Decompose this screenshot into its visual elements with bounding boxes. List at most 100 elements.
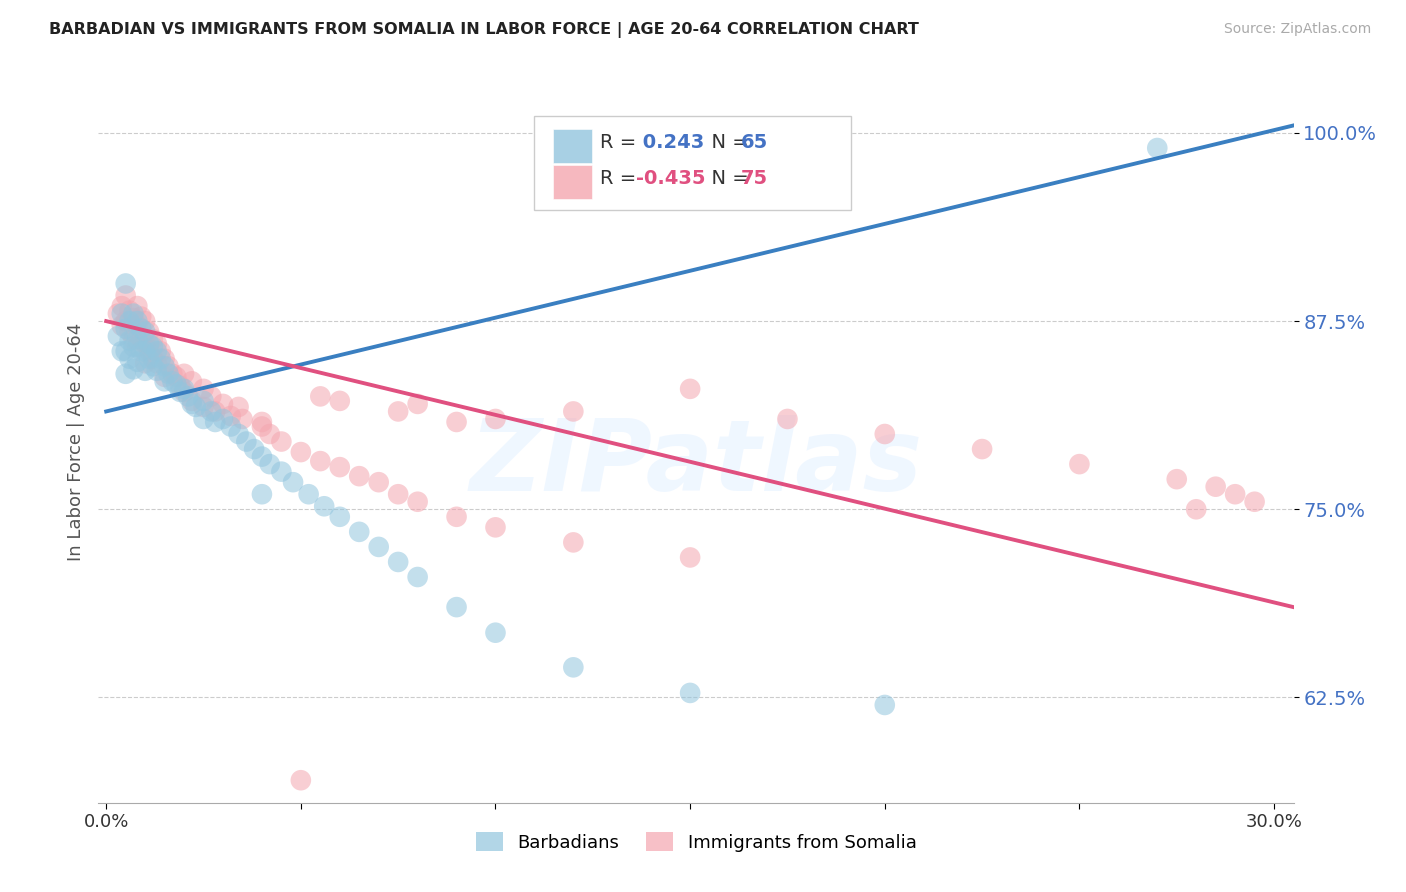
Point [129,321,152,335]
Point [180,375,202,389]
Text: R =: R = [600,133,643,153]
Point [142,359,165,374]
Point [114,344,136,359]
Point [153,375,176,389]
Point [134,336,156,351]
Point [180,397,202,411]
Point [228,427,250,442]
Point [129,332,152,346]
Point [193,393,215,408]
Point [122,332,145,346]
Point [219,409,242,423]
Legend: Barbadians, Immigrants from Somalia: Barbadians, Immigrants from Somalia [468,825,924,859]
Point [1243,494,1265,508]
Point [873,698,896,712]
Point [129,344,152,359]
Point [127,332,149,346]
Point [127,318,149,333]
Point [270,434,292,449]
Point [134,364,156,378]
Point [177,389,200,403]
Point [329,509,352,524]
Point [200,389,222,403]
Point [314,500,336,514]
Point [329,460,352,475]
Point [127,314,149,328]
Point [367,475,389,490]
Point [562,404,585,418]
Point [114,314,136,328]
Point [122,340,145,354]
Point [107,307,129,321]
Point [250,415,273,429]
Text: 0.243: 0.243 [636,133,704,153]
Point [406,570,429,584]
Point [349,524,371,539]
Point [134,356,156,370]
Point [1205,480,1227,494]
Point [114,321,136,335]
Point [162,375,184,389]
Point [204,415,226,429]
Text: -0.435: -0.435 [636,169,704,188]
Point [204,404,226,418]
Point [446,509,468,524]
Point [290,445,312,459]
Point [250,487,273,501]
Point [679,550,702,565]
Point [259,457,281,471]
Point [153,369,176,384]
Text: 65: 65 [741,133,768,153]
Point [679,686,702,700]
Point [873,427,896,442]
Point [138,351,160,366]
Point [107,329,129,343]
Point [134,314,156,328]
Point [193,382,215,396]
Point [111,299,134,313]
Point [118,334,141,348]
Point [169,379,191,393]
Point [259,427,281,442]
Point [118,303,141,318]
Point [118,351,141,366]
Point [290,773,312,788]
Point [180,393,202,408]
Point [114,367,136,381]
Point [200,404,222,418]
Point [138,336,160,351]
Point [349,469,371,483]
Point [776,412,799,426]
Point [329,393,352,408]
Point [1223,487,1246,501]
Point [114,288,136,302]
Text: ZIPatlas: ZIPatlas [470,415,922,512]
Point [193,400,215,414]
Point [972,442,994,456]
Point [111,344,134,359]
Point [1146,141,1168,155]
Point [387,555,409,569]
Point [212,412,235,426]
Point [146,356,169,370]
Point [138,325,160,339]
Point [122,311,145,326]
Point [387,404,409,418]
Point [127,299,149,313]
Text: N =: N = [699,169,755,188]
Point [157,359,180,374]
Point [270,465,292,479]
Point [153,359,176,374]
Point [562,660,585,674]
Point [162,367,184,381]
Point [165,369,187,384]
Point [679,382,702,396]
Point [173,384,195,399]
Point [129,310,152,324]
Point [142,340,165,354]
Point [118,314,141,328]
Point [446,600,468,615]
Point [484,412,506,426]
Point [250,450,273,464]
Point [142,351,165,366]
